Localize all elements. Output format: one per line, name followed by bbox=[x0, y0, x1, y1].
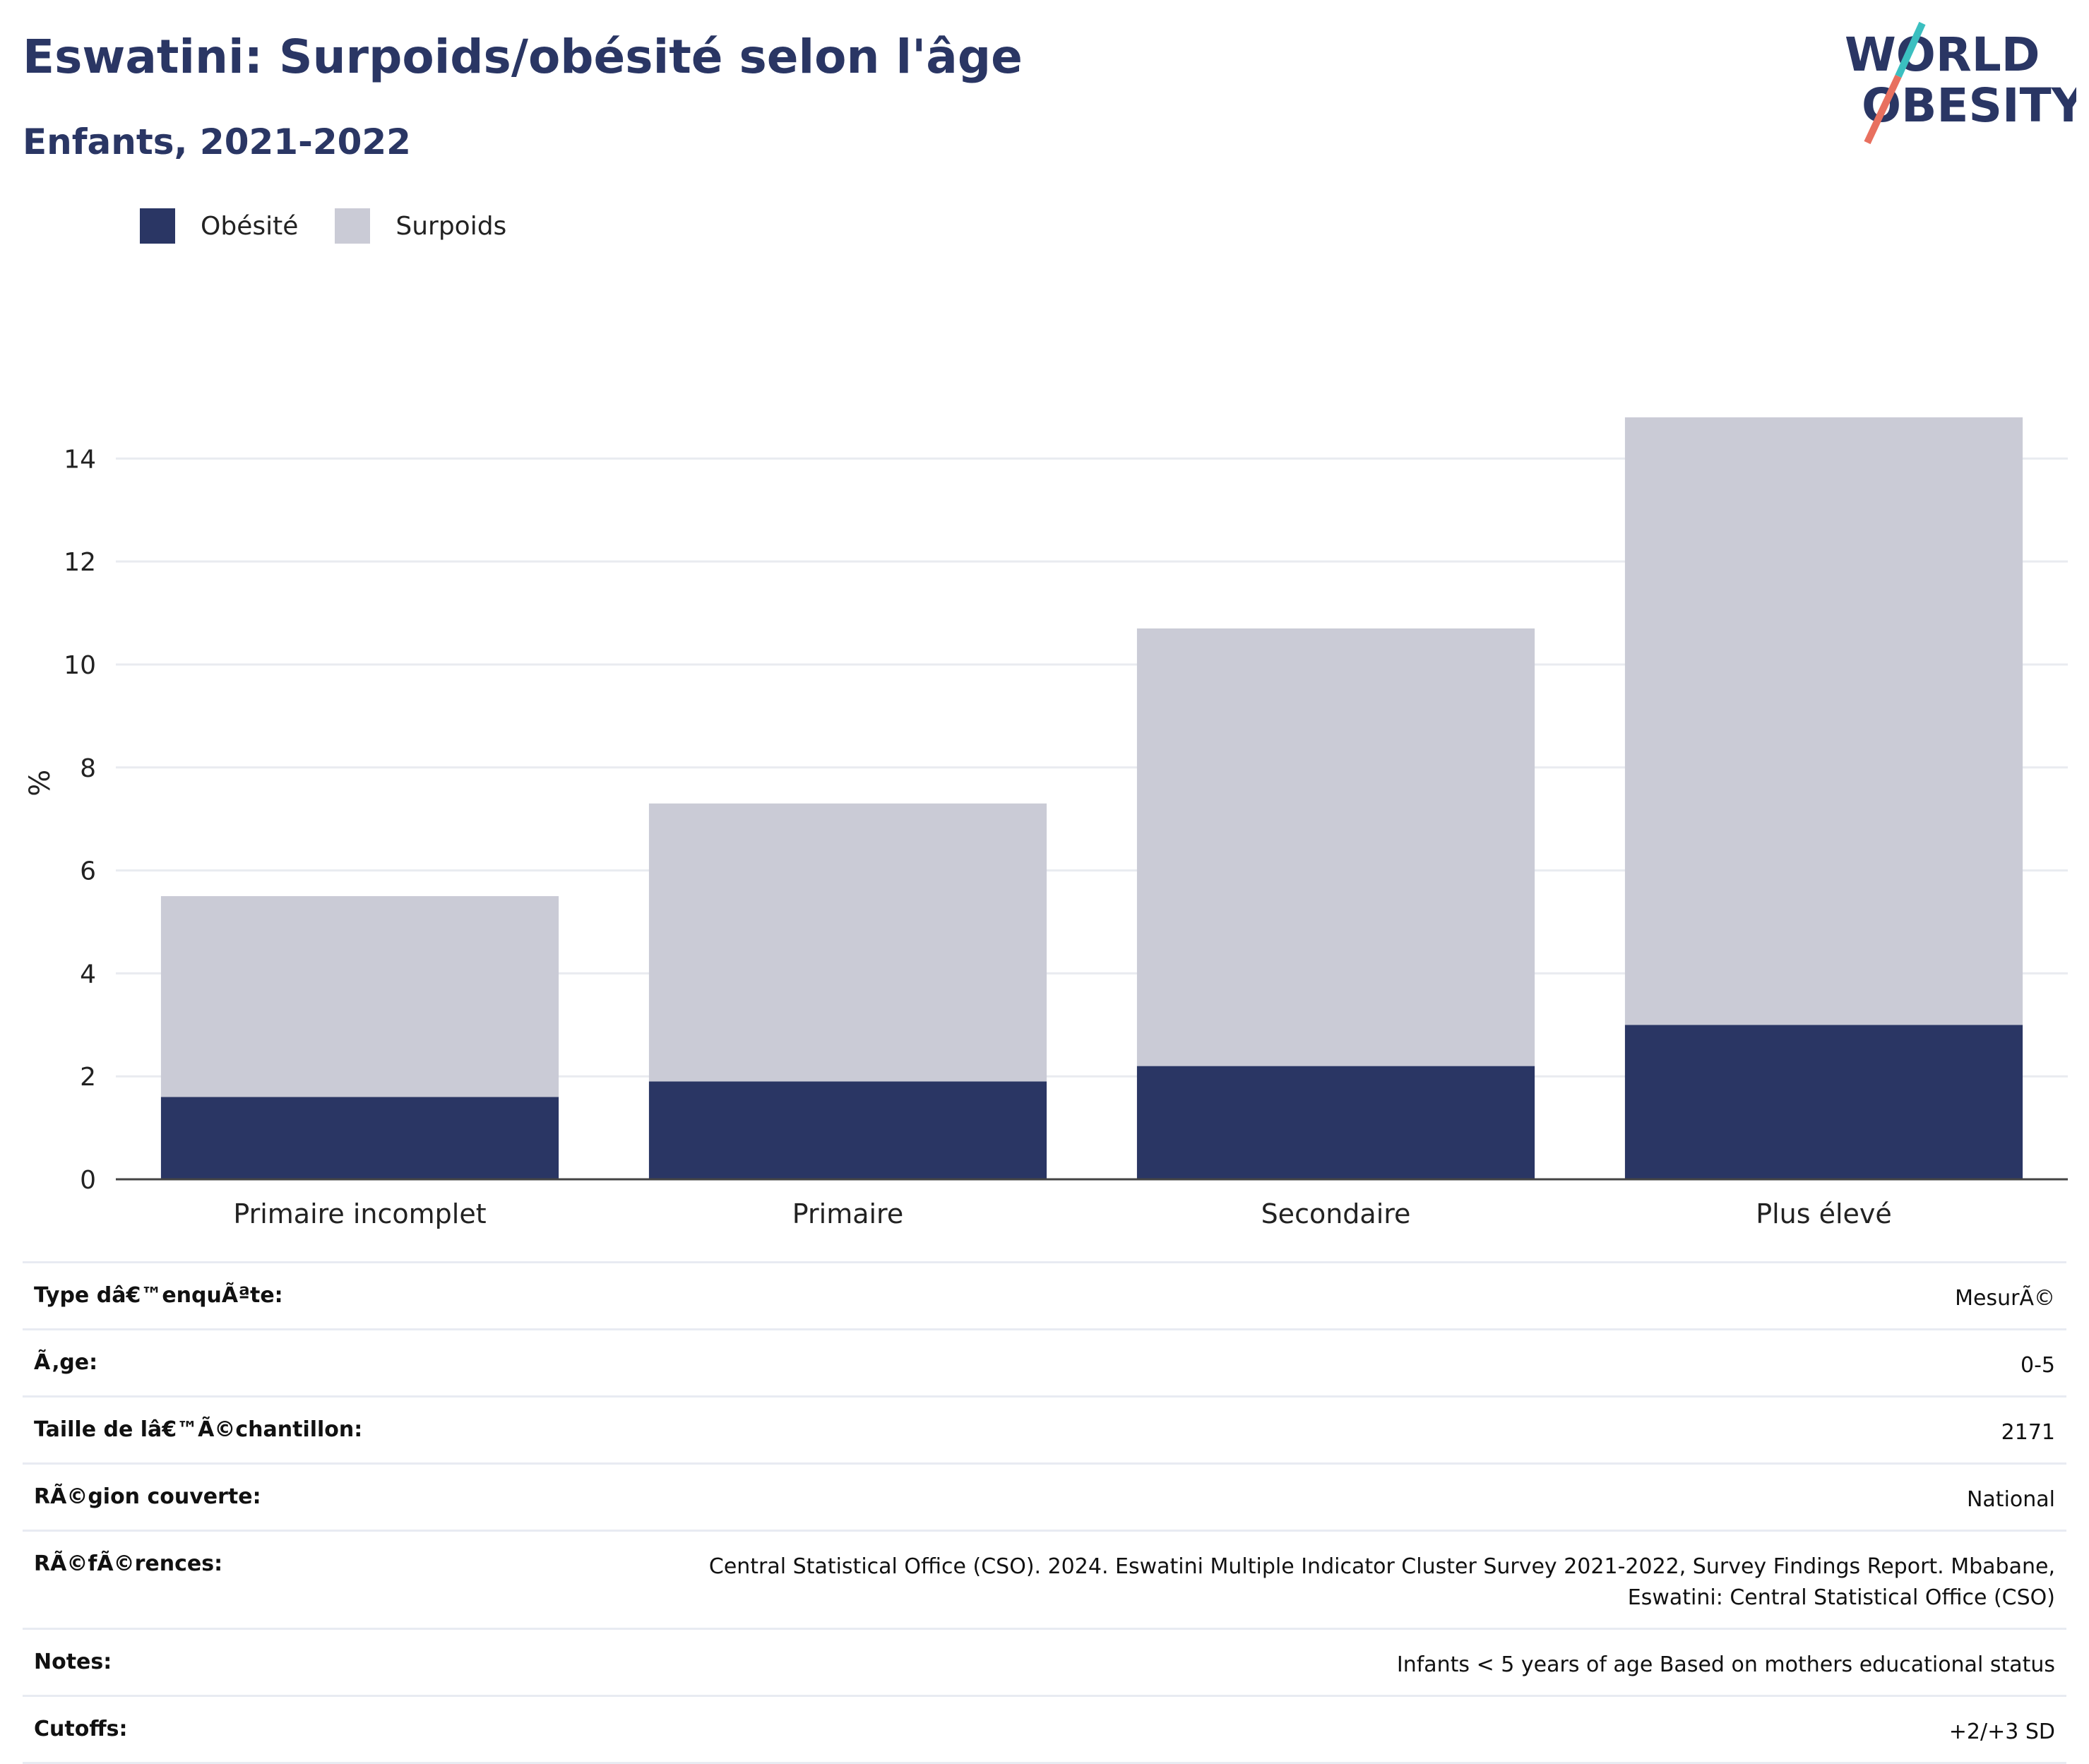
y-tick-label: 14 bbox=[64, 445, 96, 474]
bar-obesite bbox=[160, 1097, 559, 1179]
bar-surpoids bbox=[160, 896, 559, 1097]
bar-surpoids bbox=[648, 803, 1047, 1082]
logo-slash-top bbox=[1895, 21, 1926, 78]
y-tick-label: 6 bbox=[80, 857, 96, 886]
x-tick-label: Primaire incomplet bbox=[233, 1198, 486, 1229]
logo-line-world: WORLD bbox=[1845, 28, 2040, 82]
legend-item-surpoids[interactable]: Surpoids bbox=[335, 208, 506, 244]
chart-title: Eswatini: Surpoids/obésité selon l'âge bbox=[23, 30, 1023, 84]
y-axis-label: % bbox=[24, 770, 56, 797]
bar-obesite bbox=[1624, 1025, 2023, 1179]
bar-surpoids bbox=[1136, 628, 1535, 1066]
y-tick-label: 4 bbox=[80, 960, 96, 989]
y-tick-label: 8 bbox=[80, 754, 96, 783]
info-label: Taille de lâ€™Ã©chantillon: bbox=[34, 1417, 363, 1442]
legend-label-obesite: Obésité bbox=[201, 211, 299, 241]
info-row-survey-type: Type dâ€™enquÃªte: MesurÃ© bbox=[23, 1261, 2066, 1328]
y-tick-label: 10 bbox=[64, 651, 96, 680]
info-label: RÃ©fÃ©rences: bbox=[34, 1551, 223, 1576]
info-label: Type dâ€™enquÃªte: bbox=[34, 1283, 283, 1308]
info-label: Notes: bbox=[34, 1650, 112, 1674]
info-table: Type dâ€™enquÃªte: MesurÃ© Ã‚ge: 0-5 Tai… bbox=[23, 1261, 2066, 1764]
legend-item-obesite[interactable]: Obésité bbox=[140, 208, 298, 244]
info-row-references: RÃ©fÃ©rences: Central Statistical Office… bbox=[23, 1530, 2066, 1628]
info-label: Ã‚ge: bbox=[34, 1350, 98, 1375]
logo-line-obesity: OBESITY bbox=[1862, 78, 2076, 133]
stacked-bar-chart: 0 2 4 6 8 10 12 14% Primaire incomplet Primaire Se… bbox=[24, 417, 2068, 1229]
x-tick-label: Secondaire bbox=[1261, 1198, 1411, 1229]
info-row-cutoffs: Cutoffs: +2/+3 SD bbox=[23, 1695, 2066, 1764]
info-label: Cutoffs: bbox=[34, 1717, 128, 1741]
legend-swatch-obesite bbox=[140, 208, 175, 244]
info-value: 0-5 bbox=[2020, 1353, 2055, 1378]
info-value: Infants < 5 years of age Based on mother… bbox=[1396, 1652, 2055, 1677]
info-label: RÃ©gion couverte: bbox=[34, 1484, 261, 1509]
x-tick-label: Plus élevé bbox=[1756, 1198, 1892, 1229]
info-row-notes: Notes: Infants < 5 years of age Based on… bbox=[23, 1628, 2066, 1695]
info-value: MesurÃ© bbox=[1955, 1286, 2055, 1311]
bar-obesite bbox=[1136, 1066, 1535, 1179]
world-obesity-logo: WORLD OBESITY bbox=[1845, 21, 2076, 145]
info-value: Central Statistical Office (CSO). 2024. … bbox=[708, 1554, 2055, 1610]
x-tick-label: Primaire bbox=[792, 1198, 903, 1229]
chart-subtitle: Enfants, 2021-2022 bbox=[23, 121, 411, 162]
info-value: National bbox=[1966, 1487, 2055, 1512]
info-value: +2/+3 SD bbox=[1948, 1720, 2055, 1744]
info-value: 2171 bbox=[2001, 1420, 2055, 1445]
legend-swatch-surpoids bbox=[335, 208, 371, 244]
info-row-age: Ã‚ge: 0-5 bbox=[23, 1328, 2066, 1395]
bar-surpoids bbox=[1624, 417, 2023, 1025]
logo-slash-bottom bbox=[1864, 74, 1902, 145]
y-tick-label: 12 bbox=[64, 548, 96, 577]
chart-legend: Obésité Surpoids bbox=[140, 208, 543, 244]
y-tick-label: 0 bbox=[80, 1166, 96, 1195]
bar-obesite bbox=[648, 1081, 1047, 1179]
y-tick-label: 2 bbox=[80, 1063, 96, 1092]
legend-label-surpoids: Surpoids bbox=[395, 211, 507, 241]
info-row-sample-size: Taille de lâ€™Ã©chantillon: 2171 bbox=[23, 1395, 2066, 1462]
info-row-region: RÃ©gion couverte: National bbox=[23, 1462, 2066, 1530]
